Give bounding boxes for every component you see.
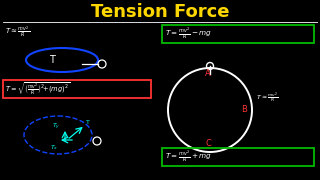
Text: $T \approx \frac{mv^2}{R}$: $T \approx \frac{mv^2}{R}$	[5, 24, 30, 40]
Bar	[162, 25, 314, 43]
Bar	[162, 148, 314, 166]
Text: $T = \frac{mv^2}{R} - mg$: $T = \frac{mv^2}{R} - mg$	[165, 26, 212, 42]
Bar	[3, 80, 151, 98]
Text: $T_y$: $T_y$	[52, 122, 60, 132]
Text: T: T	[49, 55, 55, 65]
Text: C: C	[205, 140, 211, 148]
Text: $T \approx \frac{mv^2}{R}$: $T \approx \frac{mv^2}{R}$	[256, 91, 279, 105]
Text: Tension Force: Tension Force	[91, 3, 229, 21]
Text: B: B	[241, 105, 247, 114]
Text: $T = \frac{mv^2}{R} + mg$: $T = \frac{mv^2}{R} + mg$	[165, 149, 212, 165]
Text: $T_x$: $T_x$	[50, 144, 58, 152]
Text: $T = \sqrt{\left(\frac{mv^2}{R}\right)^{\!2}\!\!+\!(mg)^2}$: $T = \sqrt{\left(\frac{mv^2}{R}\right)^{…	[5, 81, 70, 97]
Text: A: A	[205, 69, 211, 78]
Text: T: T	[86, 120, 90, 125]
